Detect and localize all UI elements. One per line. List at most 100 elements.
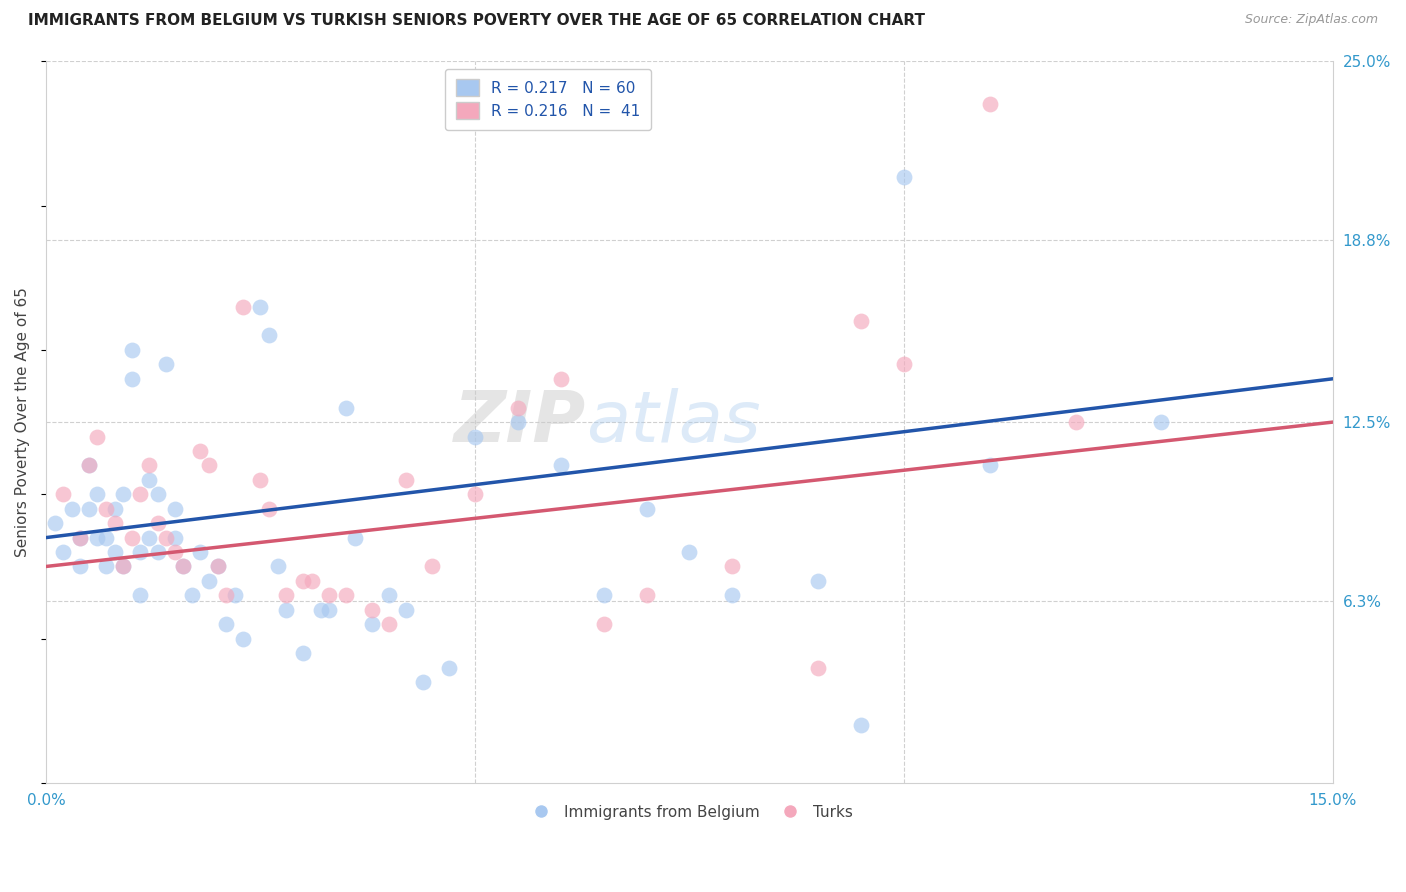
Point bbox=[249, 473, 271, 487]
Text: atlas: atlas bbox=[586, 388, 761, 457]
Point bbox=[378, 588, 401, 602]
Point bbox=[94, 559, 117, 574]
Point bbox=[77, 458, 100, 473]
Point bbox=[138, 458, 160, 473]
Point bbox=[129, 487, 152, 501]
Point bbox=[1064, 415, 1087, 429]
Point bbox=[721, 588, 744, 602]
Point bbox=[172, 559, 194, 574]
Point bbox=[146, 516, 169, 530]
Point bbox=[207, 559, 229, 574]
Point bbox=[636, 588, 658, 602]
Point bbox=[550, 458, 572, 473]
Point bbox=[69, 531, 91, 545]
Point bbox=[77, 458, 100, 473]
Text: ZIP: ZIP bbox=[454, 388, 586, 457]
Y-axis label: Seniors Poverty Over the Age of 65: Seniors Poverty Over the Age of 65 bbox=[15, 287, 30, 557]
Point bbox=[1150, 415, 1173, 429]
Point bbox=[309, 603, 332, 617]
Point bbox=[318, 588, 340, 602]
Point bbox=[215, 588, 238, 602]
Point bbox=[343, 531, 366, 545]
Point bbox=[592, 617, 614, 632]
Point bbox=[172, 559, 194, 574]
Point bbox=[257, 501, 280, 516]
Point bbox=[420, 559, 443, 574]
Point bbox=[138, 531, 160, 545]
Point bbox=[129, 545, 152, 559]
Point bbox=[121, 372, 143, 386]
Point bbox=[60, 501, 83, 516]
Point bbox=[44, 516, 66, 530]
Point bbox=[155, 531, 177, 545]
Point bbox=[318, 603, 340, 617]
Point bbox=[592, 588, 614, 602]
Point bbox=[276, 603, 298, 617]
Point bbox=[464, 429, 486, 443]
Point bbox=[94, 531, 117, 545]
Point bbox=[129, 588, 152, 602]
Point bbox=[190, 444, 212, 458]
Text: Source: ZipAtlas.com: Source: ZipAtlas.com bbox=[1244, 13, 1378, 27]
Point bbox=[361, 617, 384, 632]
Point bbox=[678, 545, 700, 559]
Point bbox=[301, 574, 323, 588]
Point bbox=[266, 559, 288, 574]
Point bbox=[215, 617, 238, 632]
Point bbox=[636, 501, 658, 516]
Point bbox=[163, 501, 186, 516]
Point bbox=[335, 588, 357, 602]
Point bbox=[69, 531, 91, 545]
Point bbox=[849, 718, 872, 732]
Point bbox=[335, 401, 357, 415]
Point bbox=[395, 473, 418, 487]
Point bbox=[464, 487, 486, 501]
Point bbox=[112, 487, 135, 501]
Point bbox=[69, 559, 91, 574]
Point bbox=[550, 372, 572, 386]
Point bbox=[378, 617, 401, 632]
Point bbox=[292, 646, 315, 660]
Point bbox=[198, 574, 221, 588]
Point bbox=[155, 357, 177, 371]
Point bbox=[361, 603, 384, 617]
Point bbox=[807, 660, 830, 674]
Point bbox=[979, 458, 1001, 473]
Point bbox=[506, 401, 529, 415]
Point bbox=[232, 300, 254, 314]
Point bbox=[180, 588, 202, 602]
Point bbox=[104, 501, 127, 516]
Point bbox=[893, 357, 915, 371]
Point bbox=[232, 632, 254, 646]
Point bbox=[249, 300, 271, 314]
Point bbox=[395, 603, 418, 617]
Point bbox=[224, 588, 246, 602]
Point bbox=[138, 473, 160, 487]
Point bbox=[112, 559, 135, 574]
Point bbox=[292, 574, 315, 588]
Point bbox=[121, 343, 143, 357]
Point bbox=[86, 429, 108, 443]
Point bbox=[437, 660, 460, 674]
Point bbox=[86, 487, 108, 501]
Point bbox=[412, 675, 434, 690]
Point bbox=[807, 574, 830, 588]
Point bbox=[121, 531, 143, 545]
Point bbox=[52, 545, 75, 559]
Point bbox=[104, 545, 127, 559]
Point bbox=[146, 487, 169, 501]
Point bbox=[893, 169, 915, 184]
Point bbox=[276, 588, 298, 602]
Point bbox=[112, 559, 135, 574]
Point bbox=[86, 531, 108, 545]
Point bbox=[104, 516, 127, 530]
Point bbox=[257, 328, 280, 343]
Point bbox=[207, 559, 229, 574]
Point bbox=[146, 545, 169, 559]
Point bbox=[163, 545, 186, 559]
Text: IMMIGRANTS FROM BELGIUM VS TURKISH SENIORS POVERTY OVER THE AGE OF 65 CORRELATIO: IMMIGRANTS FROM BELGIUM VS TURKISH SENIO… bbox=[28, 13, 925, 29]
Point bbox=[506, 415, 529, 429]
Point bbox=[190, 545, 212, 559]
Point bbox=[94, 501, 117, 516]
Point bbox=[163, 531, 186, 545]
